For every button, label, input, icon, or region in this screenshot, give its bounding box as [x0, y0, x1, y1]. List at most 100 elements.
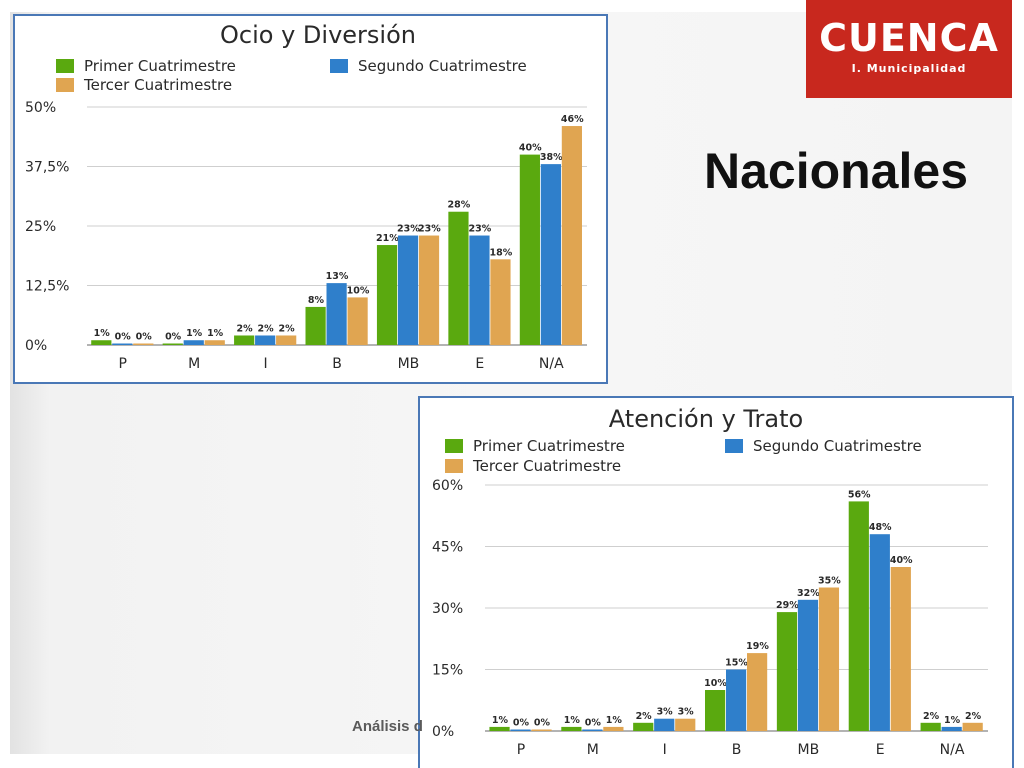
data-label: 1% — [94, 328, 111, 339]
bar-m-series-1 — [561, 726, 582, 731]
bar-i-series-2 — [255, 335, 276, 345]
data-label: 2% — [923, 711, 940, 722]
y-tick-label: 60% — [432, 478, 463, 494]
data-label: 38% — [540, 152, 563, 163]
data-label: 32% — [797, 588, 820, 599]
bar-na-series-1 — [920, 722, 941, 731]
x-category-label: I — [663, 742, 667, 758]
bar-mb-series-3 — [818, 587, 840, 731]
bar-p-series-3 — [133, 343, 154, 345]
bar-mb-series-1 — [376, 245, 398, 345]
bar-m-series-2 — [582, 729, 603, 731]
data-label: 56% — [848, 489, 871, 500]
legend-swatch — [725, 439, 743, 453]
legend-label: Tercer Cuatrimestre — [83, 76, 232, 94]
x-category-label: P — [517, 742, 525, 758]
page-title: Nacionales — [703, 143, 968, 199]
data-label: 35% — [818, 576, 841, 587]
x-category-label: B — [332, 356, 342, 372]
data-label: 13% — [326, 271, 349, 282]
bar-e-series-2 — [469, 235, 490, 345]
data-label: 40% — [519, 143, 542, 154]
bar-b-series-2 — [726, 669, 747, 731]
data-label: 3% — [657, 707, 674, 718]
data-label: 1% — [207, 328, 224, 339]
data-label: 1% — [186, 328, 203, 339]
bar-m-series-3 — [204, 340, 225, 345]
y-tick-label: 0% — [25, 338, 47, 354]
bar-e-series-1 — [448, 211, 469, 345]
footer-caption: Análisis d — [352, 718, 423, 735]
chart-ocio-diversion: Ocio y Diversión Primer Cuatrimestre Segun… — [13, 14, 608, 384]
data-label: 0% — [534, 718, 551, 729]
x-category-label: E — [475, 356, 484, 372]
x-category-label: M — [587, 742, 599, 758]
data-label: 23% — [418, 224, 441, 235]
data-label: 10% — [704, 678, 727, 689]
data-label: 29% — [776, 600, 799, 611]
x-category-label: MB — [398, 356, 420, 372]
bar-m-series-1 — [162, 343, 183, 345]
bar-mb-series-1 — [776, 612, 798, 731]
bar-i-series-3 — [675, 718, 696, 731]
x-category-label: MB — [798, 742, 820, 758]
bar-p-series-2 — [510, 729, 531, 731]
data-label: 46% — [561, 114, 584, 125]
data-label: 23% — [468, 224, 491, 235]
data-label: 2% — [636, 711, 653, 722]
logo-wordmark: CUENCA — [819, 16, 999, 60]
bar-i-series-1 — [234, 335, 255, 345]
cuenca-logo: CUENCA I. Municipalidad — [806, 0, 1012, 98]
bar-m-series-2 — [183, 340, 204, 345]
bar-p-series-2 — [112, 343, 133, 345]
bar-mb-series-2 — [397, 235, 419, 345]
data-label: 48% — [869, 522, 892, 533]
data-label: 0% — [136, 332, 153, 343]
chart-atencion-trato: Atención y Trato Primer Cuatrimestre Segun… — [418, 396, 1014, 768]
bar-na-series-3 — [561, 126, 582, 345]
data-label: 0% — [115, 332, 132, 343]
y-tick-label: 15% — [432, 663, 463, 679]
bar-b-series-2 — [326, 283, 347, 345]
data-label: 21% — [376, 233, 399, 244]
data-label: 18% — [489, 247, 512, 258]
y-tick-label: 37,5% — [25, 160, 69, 176]
y-tick-label: 12,5% — [25, 279, 69, 295]
legend-swatch — [445, 439, 463, 453]
x-category-label: P — [118, 356, 126, 372]
y-tick-label: 50% — [25, 100, 56, 116]
x-category-label: I — [264, 356, 268, 372]
data-label: 28% — [447, 200, 470, 211]
legend-swatch — [56, 78, 74, 92]
bar-na-series-2 — [540, 164, 561, 345]
bar-i-series-1 — [633, 722, 654, 731]
data-label: 40% — [890, 555, 913, 566]
data-label: 2% — [965, 711, 982, 722]
data-label: 2% — [279, 323, 296, 334]
y-tick-label: 45% — [432, 540, 463, 556]
chart-ocio-svg: Ocio y Diversión Primer Cuatrimestre Segun… — [25, 21, 587, 372]
y-tick-label: 25% — [25, 219, 56, 235]
data-label: 0% — [585, 718, 602, 729]
bar-m-series-3 — [603, 726, 624, 731]
legend-swatch — [56, 59, 74, 73]
y-tick-label: 0% — [432, 724, 454, 740]
bar-e-series-3 — [490, 259, 511, 345]
data-label: 15% — [725, 658, 748, 669]
data-label: 2% — [258, 323, 275, 334]
bar-mb-series-3 — [418, 235, 440, 345]
data-label: 23% — [397, 224, 420, 235]
data-label: 1% — [944, 715, 961, 726]
legend-label: Segundo Cuatrimestre — [358, 57, 527, 75]
bar-b-series-3 — [347, 297, 368, 345]
legend-swatch — [330, 59, 348, 73]
x-category-label: B — [732, 742, 742, 758]
bar-p-series-1 — [91, 340, 112, 345]
bar-e-series-1 — [848, 501, 869, 731]
data-label: 8% — [308, 295, 325, 306]
data-label: 3% — [678, 707, 695, 718]
bar-i-series-2 — [654, 718, 675, 731]
bar-p-series-3 — [531, 729, 552, 731]
data-label: 0% — [165, 332, 182, 343]
chart-atencion-svg: Atención y Trato Primer Cuatrimestre Segun… — [432, 405, 988, 758]
